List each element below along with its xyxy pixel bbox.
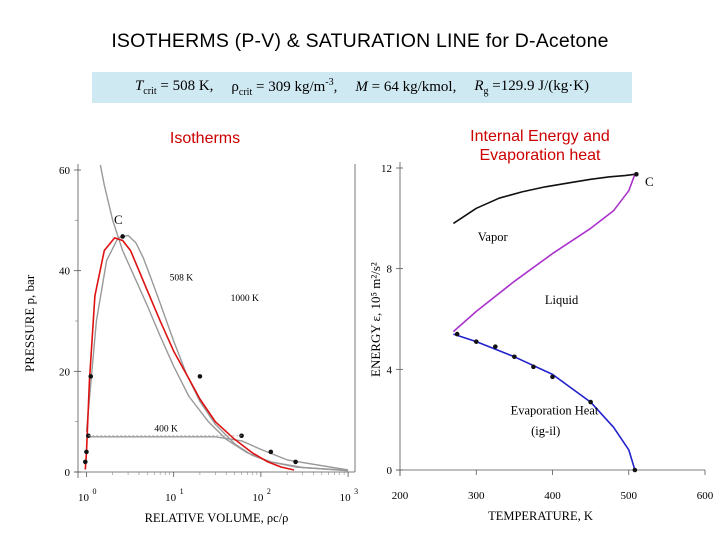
right-data-point xyxy=(454,331,460,337)
right-y-tick-label: 4 xyxy=(387,364,393,376)
gas-constant-value: =129.9 J/(kg·K) xyxy=(492,78,590,94)
left-x-tick-exponent: 1 xyxy=(180,487,184,496)
right-data-point xyxy=(588,399,593,405)
right-x-tick-label: 300 xyxy=(468,490,485,502)
left-y-tick-label: 40 xyxy=(59,266,71,278)
right-data-point xyxy=(531,364,536,370)
left-data-point xyxy=(197,374,203,379)
right-curve-label: Evaporation Heat xyxy=(511,404,599,418)
left-curve-label: 400 K xyxy=(154,425,178,435)
tcrit-value: = 508 K, xyxy=(160,78,214,94)
left-x-axis-label: RELATIVE VOLUME, ρc/ρ xyxy=(145,511,289,525)
left-x-tick-label: 10 xyxy=(340,492,352,504)
tcrit-param: Tcrit = 508 K, xyxy=(134,78,214,97)
left-data-point xyxy=(293,459,298,465)
right-y-tick-label: 0 xyxy=(387,465,393,477)
left-data-point xyxy=(268,449,274,455)
left-data-point xyxy=(88,374,94,379)
molar-mass-value: = 64 kg/kmol, xyxy=(371,79,457,95)
left-x-tick-exponent: 0 xyxy=(92,487,96,496)
left-data-point xyxy=(84,449,89,455)
right-data-point xyxy=(634,171,639,177)
gas-constant-param: Rg =129.9 J/(kg·K) xyxy=(474,78,590,97)
left-y-tick-label: 0 xyxy=(65,467,71,479)
rhocrit-value: = 309 kg/m xyxy=(255,79,326,95)
left-series-400-k xyxy=(86,436,349,471)
right-y-tick-label: 8 xyxy=(387,264,393,276)
left-critical-label: C xyxy=(114,212,123,227)
right-series-vapor xyxy=(452,173,636,225)
critical-parameters-box: Tcrit = 508 K, ρcrit = 309 kg/m-3, M = 6… xyxy=(92,72,632,103)
left-chart-title: Isotherms xyxy=(169,130,241,147)
right-curve-label: Vapor xyxy=(478,230,509,244)
right-curve-label: Liquid xyxy=(545,293,579,307)
right-data-point xyxy=(632,467,638,473)
left-data-point xyxy=(82,459,88,465)
right-critical-label: C xyxy=(645,174,654,189)
left-y-tick-label: 60 xyxy=(59,165,71,177)
page-title: ISOTHERMS (P-V) & SATURATION LINE for D-… xyxy=(111,30,609,52)
right-x-tick-label: 200 xyxy=(392,490,409,502)
left-curve-label: 1000 K xyxy=(231,294,259,304)
molar-mass-param: M = 64 kg/kmol, xyxy=(355,79,457,95)
rhocrit-param: ρcrit = 309 kg/m-3, xyxy=(231,77,338,98)
right-x-tick-label: 400 xyxy=(544,490,561,502)
right-x-axis-label: TEMPERATURE, K xyxy=(488,509,593,523)
left-y-tick-label: 20 xyxy=(59,366,71,378)
right-series-liquid xyxy=(452,174,636,333)
right-curve-label: (ig-il) xyxy=(531,424,560,438)
right-x-tick-label: 600 xyxy=(697,490,714,502)
right-data-point xyxy=(512,354,517,360)
left-x-tick-label: 10 xyxy=(165,492,177,504)
left-x-tick-exponent: 2 xyxy=(267,487,271,496)
left-series-saturation-line xyxy=(84,237,295,471)
right-data-point xyxy=(550,374,555,380)
right-y-tick-label: 12 xyxy=(381,163,392,175)
right-data-point xyxy=(493,344,498,349)
left-data-point xyxy=(120,234,125,239)
right-x-tick-label: 500 xyxy=(621,490,638,502)
left-series-1000-k xyxy=(99,165,349,472)
left-curve-label: 508 K xyxy=(170,274,194,284)
left-x-tick-label: 10 xyxy=(78,492,90,504)
right-series-evaporation-heat xyxy=(453,333,636,471)
left-series-508-k xyxy=(85,234,349,472)
left-x-tick-exponent: 3 xyxy=(354,487,358,496)
right-data-point xyxy=(473,339,479,344)
right-chart-title: Internal Energy and Evaporation heat xyxy=(470,128,610,164)
left-x-tick-label: 10 xyxy=(252,492,264,504)
